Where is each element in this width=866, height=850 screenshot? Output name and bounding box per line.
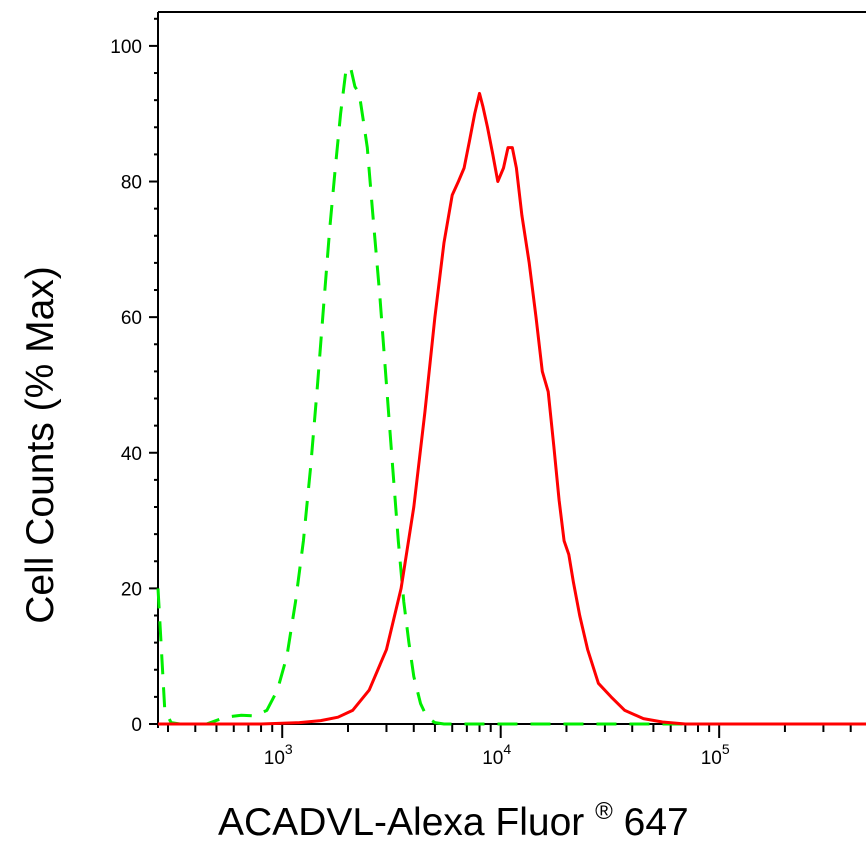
- y-axis: 0 20 40 60 80 100: [110, 11, 866, 736]
- x-tick-label: 103: [264, 741, 293, 769]
- x-axis-title: ACADVL-Alexa Fluor ® 647: [218, 785, 689, 844]
- x-axis-title-registered-mark: ®: [595, 798, 613, 825]
- x-tick-exponent: 3: [285, 741, 293, 757]
- series-layer: [156, 64, 866, 726]
- y-tick-label: 0: [131, 715, 142, 736]
- control-histogram-line: [156, 64, 866, 726]
- x-axis-title-main: ACADVL-Alexa Fluor: [218, 801, 584, 844]
- y-tick-label: 100: [110, 37, 142, 58]
- x-tick-exponent: 4: [503, 741, 511, 757]
- x-axis: 103 104 105: [154, 723, 866, 769]
- y-tick-label: 20: [121, 579, 142, 600]
- x-axis-title-suffix: 647: [624, 801, 689, 844]
- x-tick-base: 10: [482, 748, 503, 769]
- y-tick-label: 80: [121, 173, 142, 194]
- x-tick-label: 104: [482, 741, 511, 769]
- sample-histogram-line: [158, 91, 866, 726]
- y-tick-label: 40: [121, 444, 142, 465]
- x-tick-base: 10: [701, 748, 722, 769]
- x-tick-base: 10: [264, 748, 285, 769]
- y-tick-label: 60: [121, 308, 142, 329]
- x-tick-exponent: 5: [722, 741, 730, 757]
- y-axis-title: Cell Counts (% Max): [19, 266, 62, 624]
- x-tick-label: 105: [701, 741, 730, 769]
